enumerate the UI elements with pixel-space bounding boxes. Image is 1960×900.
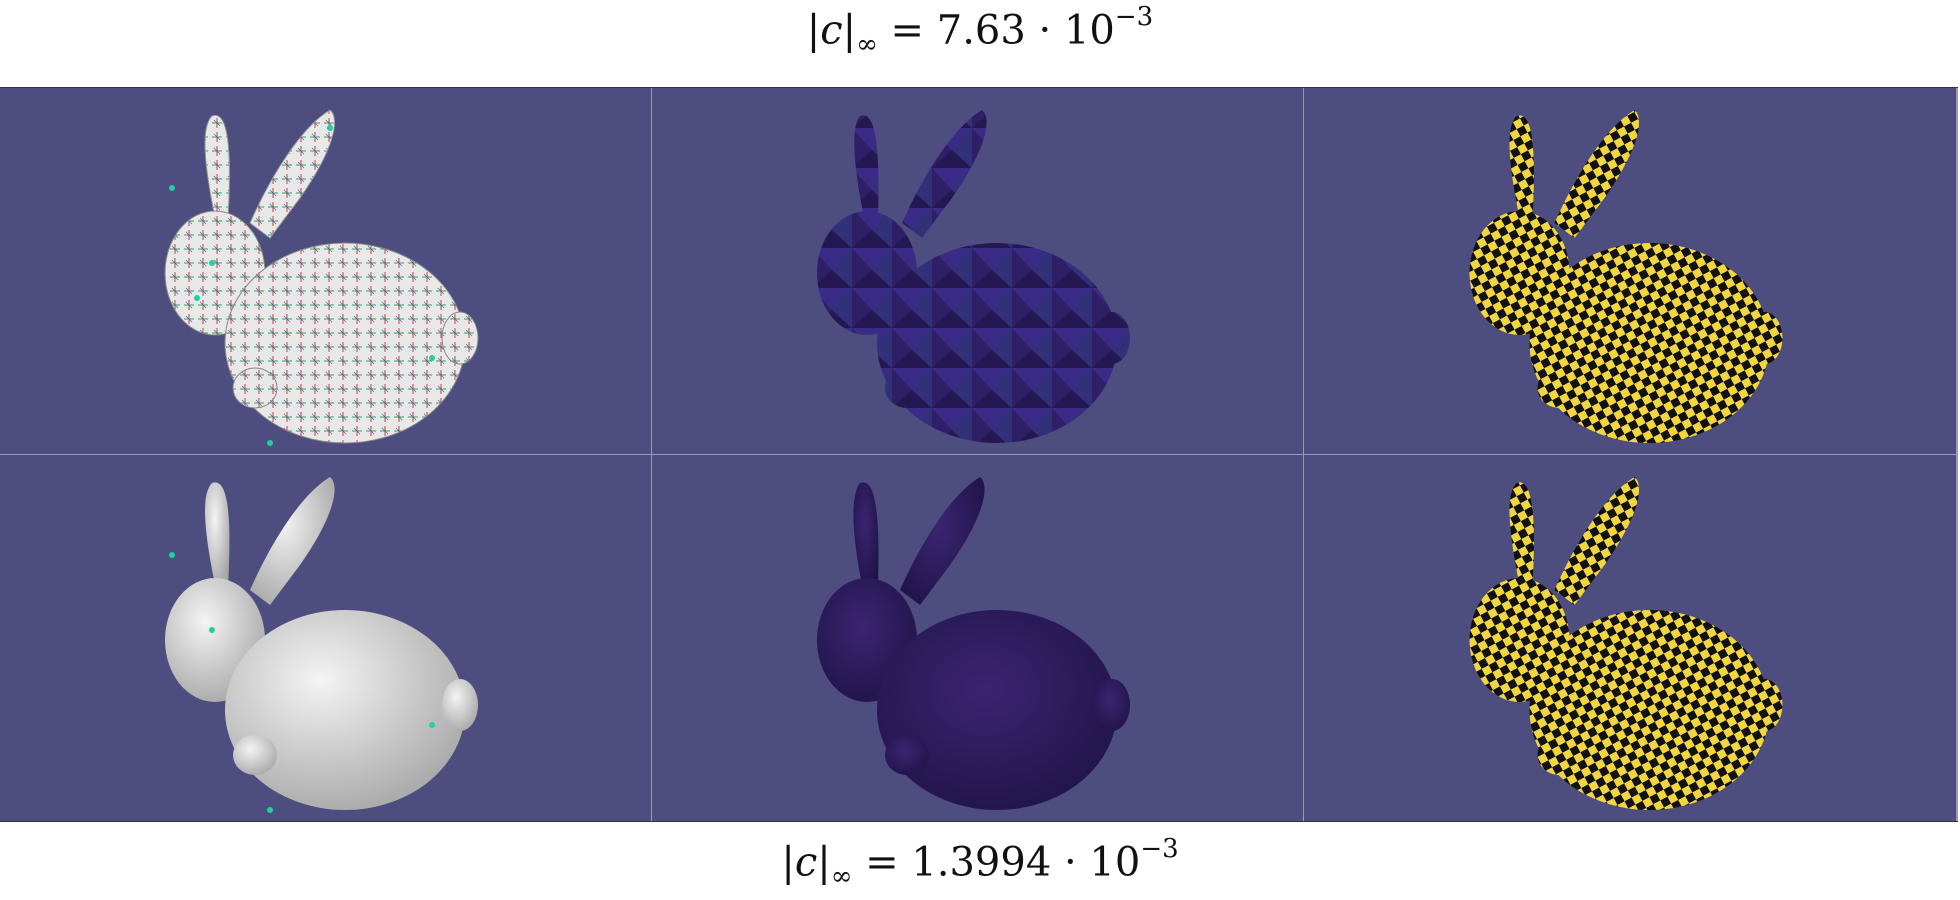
caption-top-exponent: −3 bbox=[1114, 2, 1154, 32]
figure-grid bbox=[0, 87, 1958, 822]
bunny-error-render-faceted bbox=[817, 110, 1130, 443]
caption-bottom-value: = 1.3994 · 10 bbox=[852, 839, 1141, 886]
caption-bottom-sub: ∞ bbox=[830, 861, 853, 892]
bunny-checkerboard-render-optimized bbox=[1469, 477, 1783, 810]
caption-bottom: |c|∞ = 1.3994 · 10−3 bbox=[0, 834, 1960, 892]
caption-top: |c|∞ = 7.63 · 10−3 bbox=[0, 2, 1960, 60]
caption-top-lhs: |c| bbox=[806, 7, 857, 54]
caption-bottom-exponent: −3 bbox=[1140, 834, 1179, 864]
caption-bottom-lhs: |c| bbox=[781, 839, 831, 886]
bunny-smooth-white-render bbox=[165, 477, 478, 813]
panel-r2-c3 bbox=[1304, 455, 1956, 821]
panel-r1-c3 bbox=[1304, 88, 1956, 454]
bunny-checkerboard-render bbox=[1469, 110, 1783, 443]
caption-top-sub: ∞ bbox=[856, 29, 878, 60]
panel-r2-c1 bbox=[0, 455, 651, 821]
bunny-smooth-purple-render bbox=[817, 477, 1130, 810]
panel-r2-c2 bbox=[652, 455, 1303, 821]
caption-top-value: = 7.63 · 10 bbox=[877, 7, 1115, 54]
panel-r1-c2 bbox=[652, 88, 1303, 454]
panel-r1-c1 bbox=[0, 88, 651, 454]
bunny-cross-field-render bbox=[164, 109, 479, 446]
